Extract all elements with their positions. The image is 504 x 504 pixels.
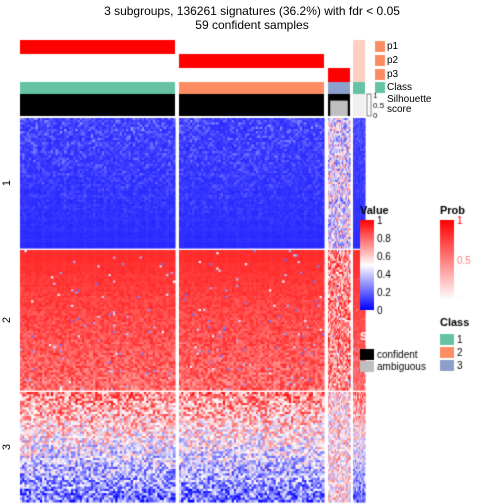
label-p1: p1: [387, 41, 398, 52]
heatmap-canvas: [0, 0, 504, 504]
label-sil2: score: [387, 104, 411, 115]
label-p3: p3: [387, 69, 398, 80]
label-p2: p2: [387, 55, 398, 66]
label-class: Class: [387, 82, 412, 93]
row-block-label: 2: [1, 317, 13, 323]
row-block-label: 1: [1, 180, 13, 186]
row-block-label: 3: [1, 444, 13, 450]
